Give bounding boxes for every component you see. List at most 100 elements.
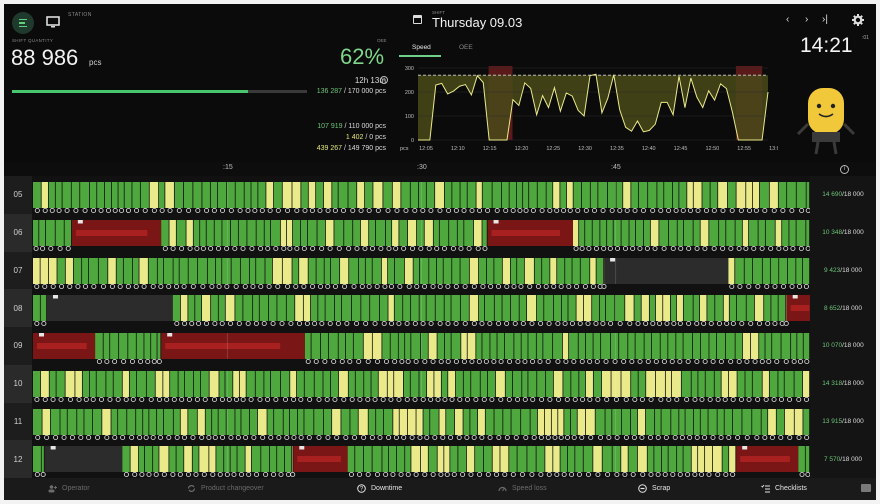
speed-loss-block[interactable] bbox=[159, 446, 169, 473]
speed-loss-block[interactable] bbox=[102, 408, 111, 435]
running-block[interactable] bbox=[486, 257, 494, 284]
running-block[interactable] bbox=[781, 333, 791, 359]
speed-loss-block[interactable] bbox=[469, 257, 479, 284]
speed-loss-block[interactable] bbox=[299, 257, 308, 284]
running-block[interactable] bbox=[476, 333, 482, 359]
running-block[interactable] bbox=[761, 408, 768, 435]
running-block[interactable] bbox=[803, 333, 810, 359]
speed-loss-block[interactable] bbox=[286, 219, 293, 246]
running-block[interactable] bbox=[328, 333, 338, 359]
speed-loss-block[interactable] bbox=[407, 408, 416, 435]
running-block[interactable] bbox=[735, 257, 744, 284]
running-block[interactable] bbox=[304, 408, 314, 435]
running-block[interactable] bbox=[778, 295, 786, 322]
running-block[interactable] bbox=[514, 333, 521, 359]
running-block[interactable] bbox=[446, 408, 455, 435]
running-block[interactable] bbox=[247, 219, 256, 246]
speed-loss-block[interactable] bbox=[794, 408, 803, 435]
speed-loss-block[interactable] bbox=[693, 182, 702, 208]
speed-loss-block[interactable] bbox=[802, 370, 810, 397]
running-block[interactable] bbox=[683, 333, 693, 359]
running-block[interactable] bbox=[759, 182, 769, 208]
speed-loss-block[interactable] bbox=[381, 257, 388, 284]
running-block[interactable] bbox=[802, 257, 810, 284]
running-block[interactable] bbox=[193, 219, 200, 246]
running-block[interactable] bbox=[390, 333, 398, 359]
running-block[interactable] bbox=[405, 446, 411, 473]
running-block[interactable] bbox=[226, 408, 235, 435]
running-block[interactable] bbox=[355, 370, 364, 397]
running-block[interactable] bbox=[672, 182, 679, 208]
running-block[interactable] bbox=[752, 257, 762, 284]
running-block[interactable] bbox=[382, 446, 389, 473]
running-block[interactable] bbox=[716, 333, 726, 359]
running-block[interactable] bbox=[289, 408, 298, 435]
speed-loss-block[interactable] bbox=[245, 446, 252, 473]
running-block[interactable] bbox=[264, 219, 271, 246]
running-block[interactable] bbox=[553, 295, 561, 322]
running-block[interactable] bbox=[796, 257, 803, 284]
running-block[interactable] bbox=[722, 446, 729, 473]
running-block[interactable] bbox=[169, 446, 176, 473]
running-block[interactable] bbox=[110, 333, 119, 359]
running-block[interactable] bbox=[542, 257, 550, 284]
station-timeline[interactable] bbox=[33, 333, 810, 365]
running-block[interactable] bbox=[467, 182, 476, 208]
running-block[interactable] bbox=[611, 333, 619, 359]
station-row-08[interactable]: 08 8 652 /18 000 bbox=[4, 289, 876, 327]
running-block[interactable] bbox=[717, 408, 724, 435]
speed-loss-block[interactable] bbox=[40, 257, 49, 284]
comment-icon[interactable] bbox=[299, 446, 305, 450]
running-block[interactable] bbox=[96, 370, 106, 397]
speed-loss-block[interactable] bbox=[338, 370, 348, 397]
running-block[interactable] bbox=[40, 295, 47, 322]
running-block[interactable] bbox=[670, 295, 677, 322]
speed-loss-block[interactable] bbox=[750, 333, 759, 359]
running-block[interactable] bbox=[151, 333, 157, 359]
running-block[interactable] bbox=[396, 446, 405, 473]
speed-loss-block[interactable] bbox=[392, 182, 401, 208]
idle-block[interactable] bbox=[46, 295, 173, 322]
running-block[interactable] bbox=[630, 408, 638, 435]
speed-loss-block[interactable] bbox=[41, 182, 48, 208]
running-block[interactable] bbox=[727, 182, 736, 208]
speed-loss-block[interactable] bbox=[637, 408, 646, 435]
running-block[interactable] bbox=[33, 295, 40, 322]
running-block[interactable] bbox=[607, 182, 616, 208]
running-block[interactable] bbox=[523, 182, 529, 208]
running-block[interactable] bbox=[796, 219, 806, 246]
running-block[interactable] bbox=[307, 219, 317, 246]
running-block[interactable] bbox=[97, 182, 105, 208]
running-block[interactable] bbox=[265, 257, 273, 284]
running-block[interactable] bbox=[510, 257, 517, 284]
running-block[interactable] bbox=[563, 370, 571, 397]
running-block[interactable] bbox=[243, 295, 253, 322]
running-block[interactable] bbox=[261, 446, 270, 473]
running-block[interactable] bbox=[544, 295, 554, 322]
running-block[interactable] bbox=[423, 408, 430, 435]
running-block[interactable] bbox=[123, 257, 133, 284]
running-block[interactable] bbox=[443, 257, 452, 284]
running-block[interactable] bbox=[534, 257, 542, 284]
running-block[interactable] bbox=[797, 333, 803, 359]
running-block[interactable] bbox=[451, 333, 461, 359]
station-row-06[interactable]: 06 10 348 /18 000 bbox=[4, 213, 876, 252]
running-block[interactable] bbox=[583, 446, 593, 473]
speed-loss-block[interactable] bbox=[699, 295, 707, 322]
running-block[interactable] bbox=[736, 295, 746, 322]
timeline-info-icon[interactable]: i bbox=[840, 165, 849, 174]
speed-loss-block[interactable] bbox=[303, 295, 311, 322]
speed-loss-block[interactable] bbox=[544, 408, 551, 435]
speed-loss-block[interactable] bbox=[492, 446, 500, 473]
running-block[interactable] bbox=[202, 182, 210, 208]
running-block[interactable] bbox=[519, 295, 527, 322]
running-block[interactable] bbox=[33, 219, 39, 246]
speed-loss-block[interactable] bbox=[775, 219, 782, 246]
running-block[interactable] bbox=[283, 408, 290, 435]
running-block[interactable] bbox=[255, 370, 264, 397]
comment-icon[interactable] bbox=[167, 333, 173, 337]
running-block[interactable] bbox=[463, 408, 470, 435]
running-block[interactable] bbox=[709, 333, 717, 359]
running-block[interactable] bbox=[104, 182, 112, 208]
running-block[interactable] bbox=[426, 182, 435, 208]
